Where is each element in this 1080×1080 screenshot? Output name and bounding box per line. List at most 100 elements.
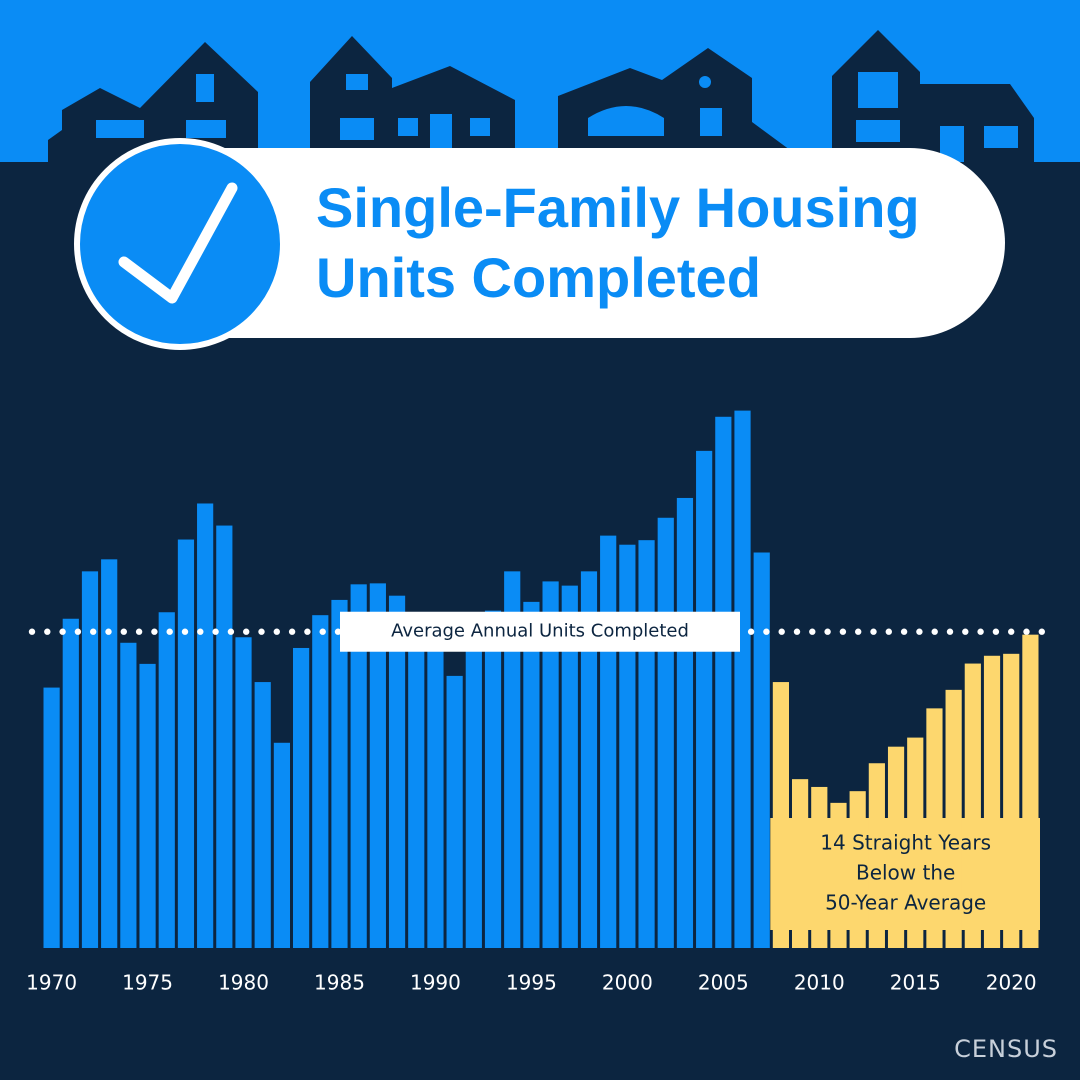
- bar: [887, 746, 905, 948]
- x-tick-label: 2000: [602, 971, 653, 995]
- average-dot: [946, 628, 954, 635]
- x-tick-label: 1975: [122, 971, 173, 995]
- average-dot: [1008, 628, 1015, 635]
- average-dot: [181, 628, 189, 635]
- x-tick-label: 1990: [410, 971, 461, 995]
- house-silhouettes: [48, 30, 1034, 162]
- average-dot: [197, 628, 204, 635]
- average-dot: [793, 628, 801, 635]
- bar: [907, 737, 924, 948]
- bar: [177, 539, 195, 948]
- x-tick-label: 1985: [314, 971, 365, 995]
- average-dot: [304, 628, 311, 635]
- plot: 1970 1975 1980 1985 1990 1995 2000 2005 2010 2015…: [26, 410, 1046, 995]
- bar: [62, 618, 79, 948]
- check-circle: [74, 138, 286, 350]
- bar: [600, 535, 617, 948]
- average-dot: [74, 628, 82, 635]
- bar: [139, 663, 156, 948]
- bar: [811, 786, 828, 948]
- average-dot: [992, 628, 1000, 635]
- bar: [964, 663, 981, 948]
- average-dot: [870, 628, 877, 635]
- average-dot: [763, 628, 770, 635]
- bar: [465, 634, 482, 948]
- bar: [216, 525, 233, 948]
- annotation-line: 50-Year Average: [825, 891, 986, 915]
- bar: [120, 642, 137, 948]
- title-banner: [75, 148, 1005, 338]
- average-dot: [59, 628, 66, 635]
- average-dot: [227, 628, 235, 635]
- bar: [792, 779, 809, 948]
- bar: [542, 581, 559, 948]
- average-dot: [885, 628, 892, 635]
- average-label-box: [340, 611, 740, 652]
- bar: [331, 599, 348, 948]
- bar: [772, 682, 789, 948]
- average-dot: [916, 628, 923, 635]
- average-dot: [120, 628, 128, 635]
- average-dot: [931, 628, 938, 635]
- average-dot: [212, 628, 219, 635]
- bar: [945, 689, 962, 948]
- bar: [408, 614, 425, 948]
- average-dot: [243, 628, 250, 635]
- average-dot: [135, 628, 143, 635]
- average-dot: [273, 628, 280, 635]
- average-dot: [28, 628, 36, 635]
- bar: [293, 647, 310, 948]
- bar: [388, 595, 406, 948]
- bar: [43, 687, 60, 948]
- bar: [868, 763, 885, 948]
- x-tick-label: 2015: [890, 971, 941, 995]
- bar: [830, 802, 847, 948]
- bar: [81, 571, 99, 948]
- average-dot: [962, 628, 969, 635]
- bar: [638, 540, 655, 948]
- bar: [273, 742, 290, 948]
- bar: [926, 708, 943, 948]
- average-dot: [319, 628, 326, 635]
- bar: [1022, 634, 1039, 948]
- bar: [235, 637, 252, 948]
- average-dot: [166, 628, 173, 635]
- bar: [1003, 653, 1020, 948]
- average-dot: [747, 628, 755, 635]
- average-dot: [90, 628, 97, 635]
- bar: [350, 584, 367, 948]
- bar: [849, 791, 866, 948]
- x-tick-label: 2005: [698, 971, 749, 995]
- bar: [254, 682, 271, 948]
- x-tick-label: 2010: [794, 971, 845, 995]
- bar: [427, 634, 444, 948]
- bar: [101, 559, 118, 948]
- x-tick-label: 2020: [986, 971, 1037, 995]
- average-dot: [288, 628, 296, 635]
- average-dot: [977, 628, 984, 635]
- bar: [484, 610, 502, 948]
- x-tick-label: 1995: [506, 971, 557, 995]
- average-dot: [839, 628, 847, 635]
- bar: [197, 503, 214, 948]
- chart-title-line: Units Completed: [316, 246, 761, 309]
- bar: [696, 450, 713, 948]
- check-mark: [118, 182, 238, 304]
- x-tick-label: 1970: [26, 971, 77, 995]
- bar: [580, 571, 598, 948]
- bar: [504, 571, 521, 948]
- bar: [715, 416, 732, 948]
- average-label: Average Annual Units Completed: [391, 621, 689, 642]
- average-dot: [151, 628, 158, 635]
- bar: [446, 675, 463, 948]
- x-tick-label: 1980: [218, 971, 269, 995]
- average-dot: [778, 628, 785, 635]
- annotation-line: Below the: [856, 861, 955, 885]
- bar: [734, 410, 751, 948]
- bar: [523, 601, 540, 948]
- average-dot: [1023, 628, 1030, 635]
- average-dot: [44, 628, 51, 635]
- average-dot: [258, 628, 265, 635]
- average-dot: [824, 628, 831, 635]
